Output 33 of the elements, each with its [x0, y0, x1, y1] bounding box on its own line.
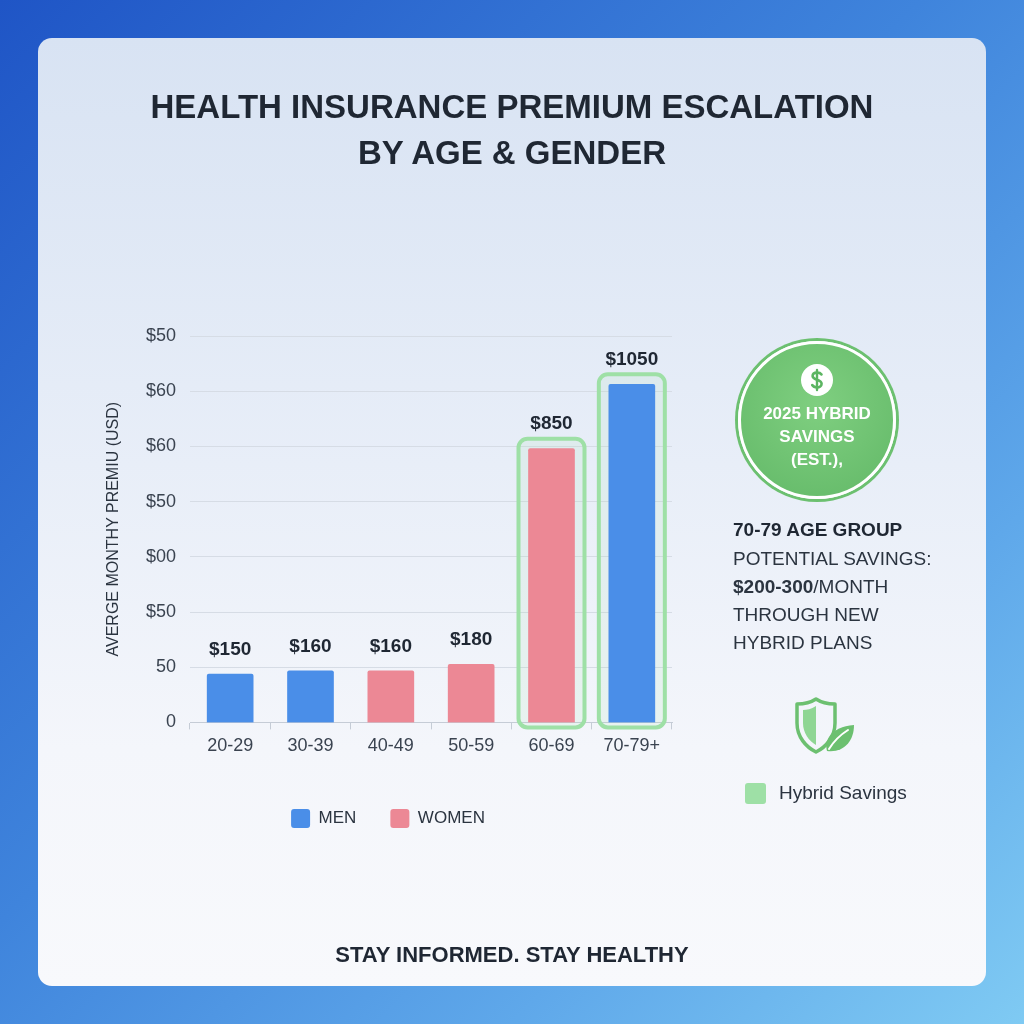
text: 2025 HYBRID SAVINGS (EST.), — [762, 403, 872, 471]
x-tick-label: 20-29 — [207, 735, 254, 756]
bar — [206, 673, 254, 723]
y-axis-title: AVERGE MONTHY PREMIU (USD) — [104, 401, 122, 657]
data-label: $1050 — [605, 348, 659, 370]
text: 70-79 AGE GROUP — [733, 518, 904, 542]
category-label: $00 — [145, 545, 176, 566]
data-label: $160 — [289, 634, 332, 656]
x-tick-label: 50-59 — [448, 735, 495, 756]
text: POTENTIAL SAVINGS: $200-300/MONTH THROUGH NEW HYBRID PLANS — [733, 548, 932, 653]
data-label: $850 — [530, 412, 573, 434]
legend-label: MEN — [318, 808, 357, 828]
x-tick-label: 60-69 — [528, 735, 575, 756]
chart-title: HEALTH INSURANCE PREMIUM ESCALATION BY AGE & GENDER — [149, 87, 875, 173]
legend-label: Hybrid Savings — [779, 781, 907, 805]
data-label: $160 — [369, 634, 412, 656]
category-label: $60 — [145, 435, 176, 456]
category-label: $50 — [145, 324, 176, 345]
data-label: $180 — [450, 628, 493, 650]
x-tick-label: 70-79+ — [603, 735, 661, 756]
category-label: $50 — [145, 490, 176, 511]
category-label: $50 — [145, 600, 176, 621]
bar — [447, 664, 495, 723]
bar — [367, 670, 415, 723]
x-tick-label: 40-49 — [367, 735, 414, 756]
x-tick-label: 30-39 — [287, 735, 334, 756]
category-label: 50 — [155, 656, 176, 677]
data-label: $150 — [209, 637, 252, 659]
legend-label: WOMEN — [417, 808, 485, 828]
text: STAY INFORMED. STAY HEALTHY — [334, 941, 690, 969]
category-label: $60 — [145, 380, 176, 401]
bar — [287, 670, 334, 723]
category-label: 0 — [165, 711, 176, 732]
